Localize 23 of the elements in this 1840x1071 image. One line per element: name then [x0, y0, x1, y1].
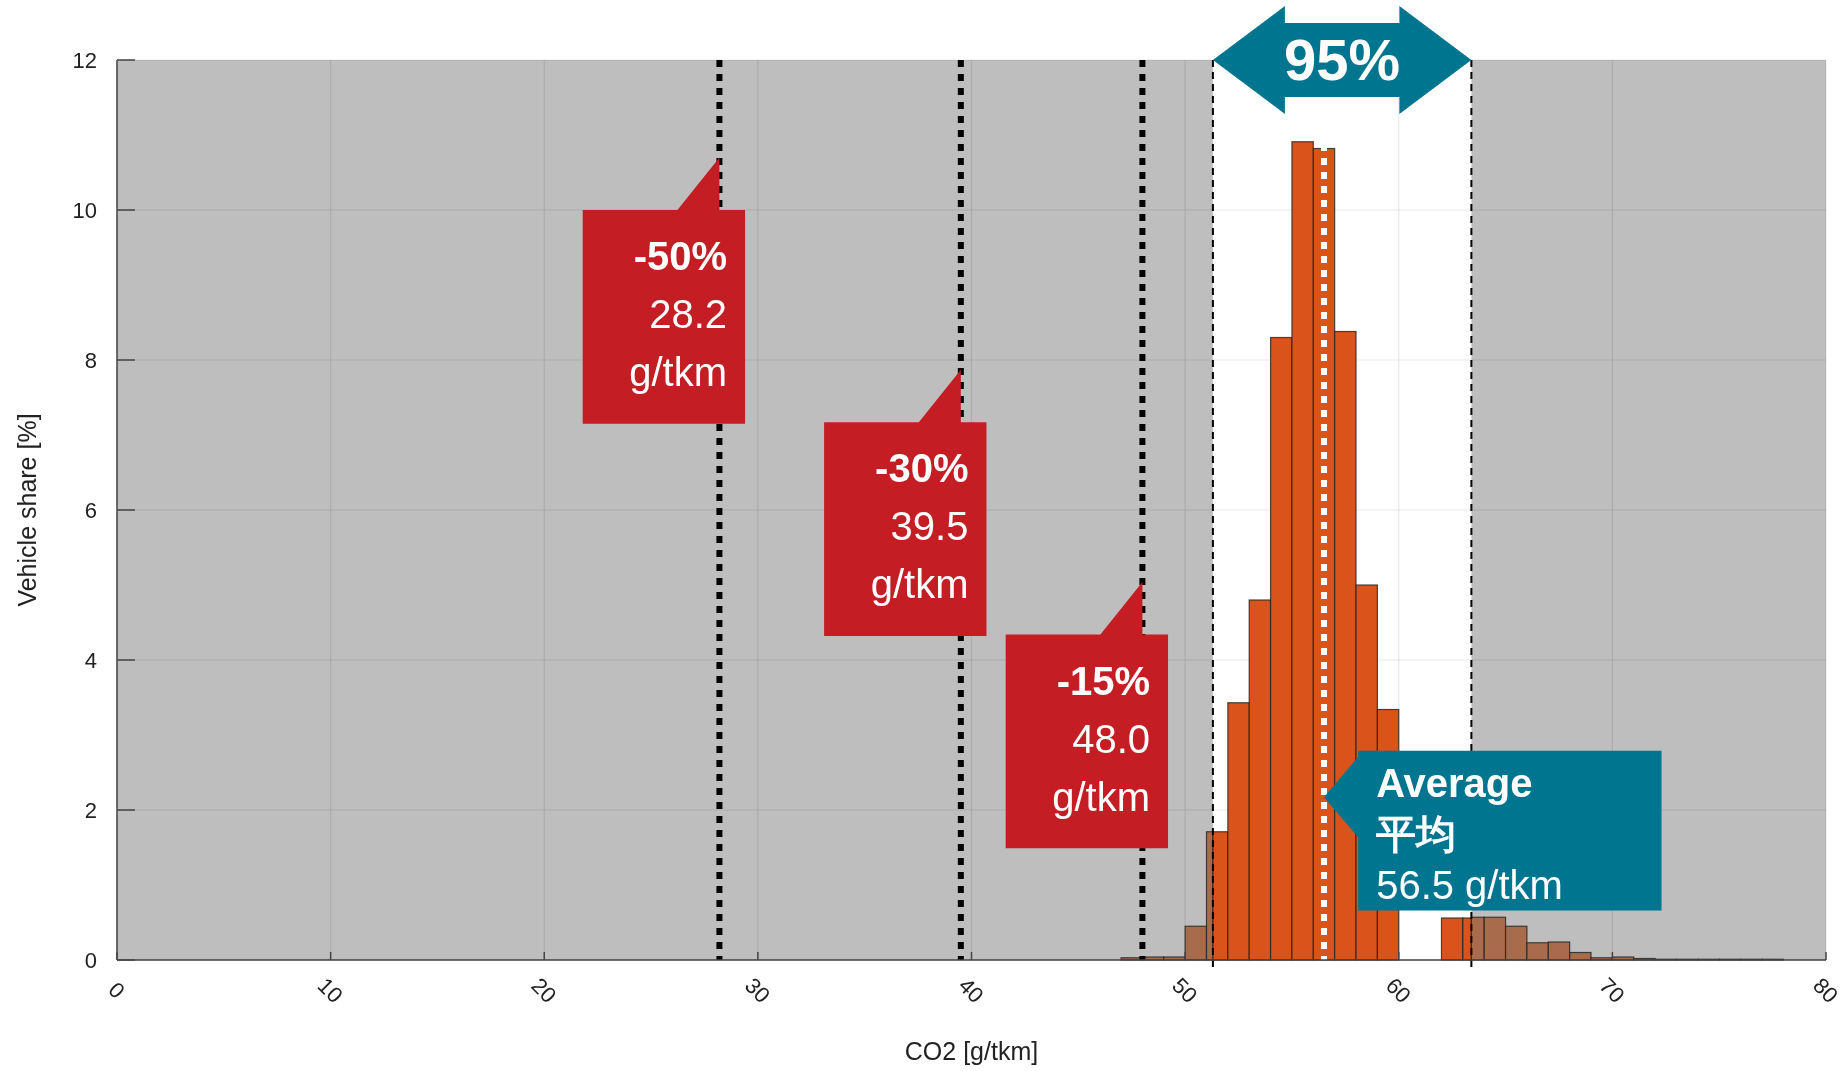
ref-line-label: -50% 28.2 g/tkm	[629, 234, 728, 394]
y-tick-label: 4	[84, 648, 97, 673]
y-tick-label: 2	[84, 798, 97, 823]
ref-line-label: -15% 48.0 g/tkm	[1052, 658, 1151, 819]
ref-line-label: -30% 39.5 g/tkm	[870, 446, 969, 607]
x-tick-label: 30	[740, 972, 776, 1008]
x-tick-label: 10	[312, 972, 348, 1008]
y-tick-label: 0	[84, 948, 97, 973]
x-tick-label: 80	[1808, 972, 1840, 1008]
x-tick-label: 0	[103, 977, 130, 1004]
y-tick-label: 12	[72, 48, 97, 73]
y-tick-label: 8	[84, 348, 97, 373]
x-tick-label: 20	[526, 972, 562, 1008]
x-axis-title: CO2 [g/tkm]	[904, 1037, 1039, 1065]
band-label: 95%	[1284, 27, 1401, 92]
y-axis-title: Vehicle share [%]	[13, 413, 41, 607]
x-tick-label: 40	[953, 972, 989, 1008]
y-tick-label: 10	[72, 198, 97, 223]
x-tick-label: 50	[1167, 972, 1203, 1008]
y-tick-label: 6	[84, 498, 97, 523]
ref-line-label: Average 平均 56.5 g/tkm	[1375, 760, 1563, 907]
x-tick-label: 70	[1594, 972, 1630, 1008]
x-tick-label: 60	[1380, 972, 1416, 1008]
